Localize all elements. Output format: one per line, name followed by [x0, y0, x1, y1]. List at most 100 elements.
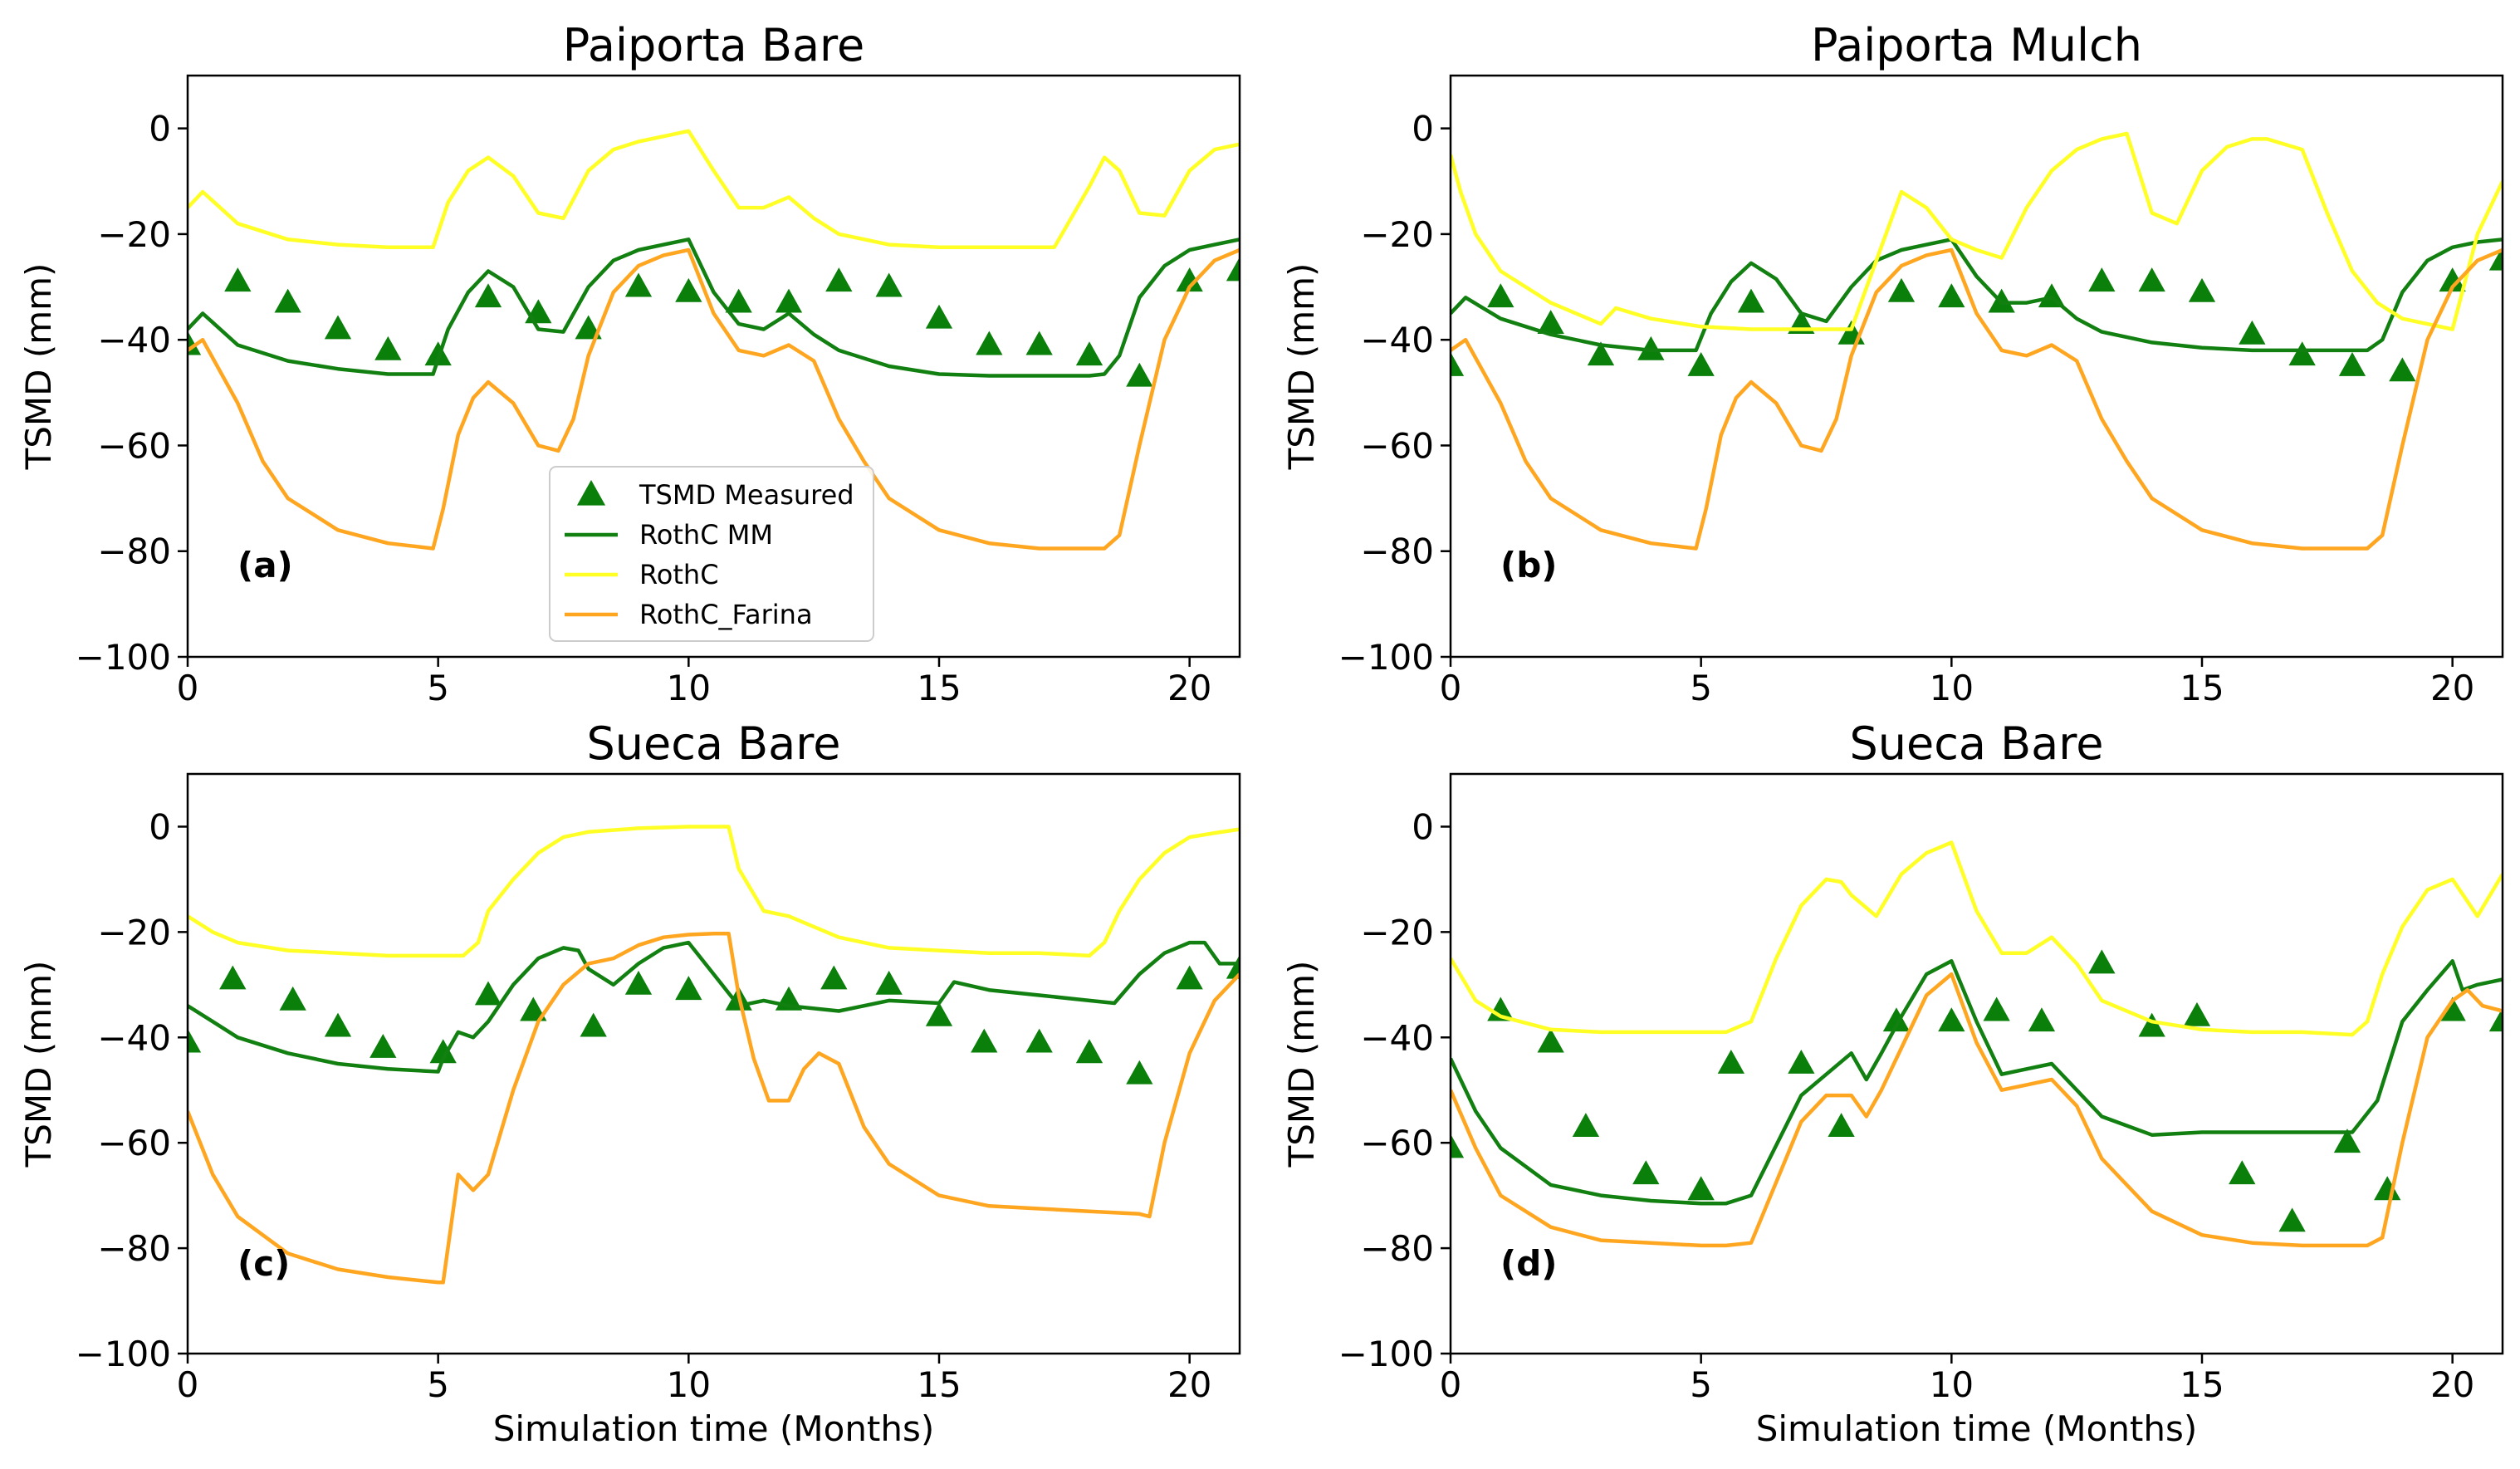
panel-label: (b): [1500, 545, 1557, 585]
legend-entry-rothc-farina: RothC_Farina: [565, 599, 813, 630]
data-point-marker: [1687, 1176, 1715, 1201]
x-tick-label: 10: [1930, 1364, 1974, 1405]
y-tick-label: −100: [76, 637, 171, 678]
x-tick-label: 0: [1440, 1364, 1462, 1405]
chart-title: Paiporta Mulch: [1811, 19, 2142, 71]
legend-marker-icon: [576, 480, 606, 506]
data-point-marker: [2488, 246, 2503, 271]
data-point-marker: [1176, 267, 1203, 292]
series-line-rothc: [1451, 131, 2503, 331]
data-point-marker: [1828, 1113, 1855, 1138]
data-point-marker: [2333, 1129, 2361, 1153]
data-point-marker: [2374, 1176, 2401, 1201]
data-point-marker: [825, 267, 853, 292]
series-line-rothc-farina: [1451, 972, 2503, 1248]
data-point-marker: [1126, 1060, 1153, 1085]
data-point-marker: [1572, 1113, 1600, 1138]
y-tick-label: −20: [97, 214, 171, 255]
series-markers-tsmd-measured: [188, 954, 1240, 1085]
data-point-marker: [2239, 320, 2266, 345]
y-tick-label: −100: [76, 1334, 171, 1374]
series-line-rothc: [1451, 840, 2503, 1037]
legend-label: RothC: [639, 559, 719, 590]
legend-entry-tsmd-measured: TSMD Measured: [576, 479, 854, 511]
data-point-marker: [2138, 267, 2165, 292]
y-tick-label: −40: [1360, 320, 1434, 360]
y-tick-label: −20: [97, 912, 171, 952]
x-tick-label: 20: [1167, 1364, 1211, 1405]
y-tick-label: 0: [1412, 806, 1434, 847]
data-point-marker: [2088, 267, 2116, 292]
data-point-marker: [675, 277, 702, 302]
y-tick-label: −80: [97, 1228, 171, 1269]
data-point-marker: [324, 1012, 352, 1037]
chart-title: Sueca Bare: [586, 717, 840, 770]
data-point-marker: [1887, 277, 1916, 302]
data-point-marker: [1637, 335, 1665, 360]
data-point-marker: [2439, 267, 2466, 292]
chart-panel-4: 0 5 10 15 20 0 −20 −40 −60 −80 −100 Sueca Bare TSMD …: [1281, 717, 2504, 1449]
data-point-marker: [1487, 283, 1514, 308]
series-line-rothc: [188, 825, 1240, 958]
data-point-marker: [2439, 996, 2466, 1021]
data-point-marker: [1075, 1039, 1103, 1064]
y-tick-label: 0: [149, 806, 171, 847]
axes-frame: [1449, 74, 2504, 659]
y-axis-label: TSMD (mm): [1281, 263, 1322, 471]
data-point-marker: [474, 981, 502, 1006]
data-point-marker: [279, 986, 306, 1011]
series-markers-tsmd-measured: [1451, 949, 2503, 1232]
x-tick-label: 0: [1440, 668, 1462, 708]
x-tick-label: 15: [2180, 668, 2224, 708]
series-line-rothc-mm: [188, 940, 1240, 1074]
y-tick-label: −60: [1360, 1123, 1434, 1163]
panel-label: (a): [237, 545, 293, 585]
data-point-marker: [1075, 341, 1103, 366]
data-point-marker: [2488, 1007, 2503, 1032]
x-tick-label: 5: [427, 668, 449, 708]
y-tick-label: 0: [149, 109, 171, 149]
x-tick-label: 15: [917, 668, 961, 708]
y-axis-label: TSMD (mm): [18, 263, 59, 471]
data-point-marker: [1487, 996, 1514, 1021]
axes-frame: [1449, 772, 2504, 1355]
data-point-marker: [188, 1028, 202, 1053]
y-tick-label: −20: [1360, 214, 1434, 255]
data-point-marker: [2088, 949, 2116, 974]
legend-entry-rothc-mm: RothC MM: [565, 519, 773, 551]
series-line-rothc-farina: [188, 932, 1240, 1285]
x-tick-label: 20: [2430, 1364, 2474, 1405]
series-line-rothc-farina: [1451, 247, 2503, 551]
data-point-marker: [624, 272, 653, 297]
y-tick-label: −80: [1360, 531, 1434, 572]
data-point-marker: [976, 331, 1003, 355]
data-point-marker: [580, 1012, 607, 1037]
data-point-marker: [2188, 277, 2216, 302]
data-point-marker: [1938, 283, 1965, 308]
data-point-marker: [1687, 352, 1715, 376]
axes-frame: [186, 772, 1241, 1355]
data-point-marker: [474, 283, 502, 308]
panel-label: (d): [1500, 1243, 1557, 1284]
legend-label: TSMD Measured: [639, 479, 854, 511]
data-point-marker: [2028, 1007, 2056, 1032]
series-line-rothc-mm: [1451, 237, 2503, 353]
y-tick-label: −40: [1360, 1017, 1434, 1058]
chart-title: Paiporta Bare: [563, 19, 865, 71]
data-point-marker: [2183, 1001, 2211, 1026]
data-point-marker: [1737, 288, 1765, 313]
data-point-marker: [1788, 1050, 1815, 1074]
x-tick-label: 10: [1930, 668, 1974, 708]
y-tick-label: −40: [97, 1017, 171, 1058]
data-point-marker: [1537, 1028, 1564, 1053]
data-point-marker: [2288, 341, 2316, 366]
data-point-marker: [429, 1039, 457, 1064]
data-point-marker: [675, 976, 702, 1001]
series-line-rothc-mm: [188, 237, 1240, 378]
legend-label: RothC MM: [639, 519, 773, 551]
chart-title: Sueca Bare: [1849, 717, 2103, 770]
y-tick-label: −20: [1360, 912, 1434, 952]
data-point-marker: [1126, 362, 1153, 387]
data-point-marker: [775, 288, 803, 313]
y-tick-label: 0: [1412, 109, 1434, 149]
